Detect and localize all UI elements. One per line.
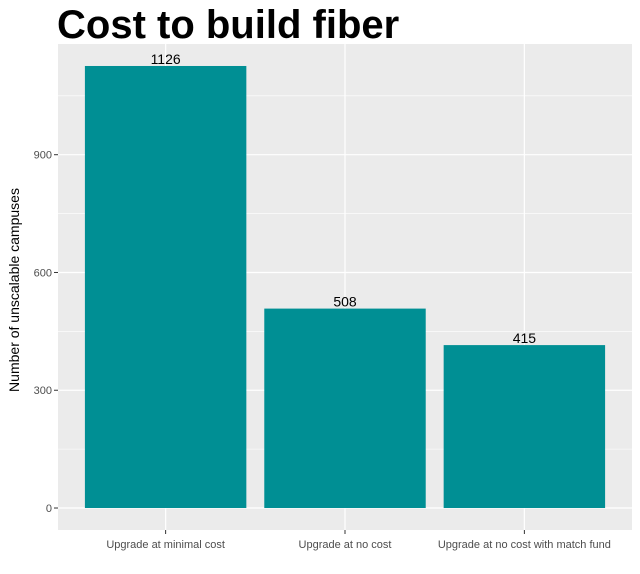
data-label: 1126: [151, 51, 181, 67]
x-tick-label: Upgrade at no cost: [299, 539, 392, 551]
bar: [264, 309, 425, 508]
y-tick-label: 900: [34, 150, 52, 162]
x-tick-label: Upgrade at minimal cost: [106, 539, 225, 551]
data-label: 508: [333, 294, 357, 310]
bar: [85, 66, 246, 508]
data-label: 415: [513, 330, 537, 346]
y-tick-label: 0: [46, 503, 52, 515]
bar: [444, 345, 605, 508]
y-tick-label: 600: [34, 267, 52, 279]
y-axis: 0 300 600 900: [34, 150, 58, 515]
y-axis-label: Number of unscalable campuses: [6, 188, 22, 392]
x-tick-label: Upgrade at no cost with match fund: [438, 539, 611, 551]
x-axis: Upgrade at minimal cost Upgrade at no cos…: [106, 530, 611, 551]
y-tick-label: 300: [34, 385, 52, 397]
